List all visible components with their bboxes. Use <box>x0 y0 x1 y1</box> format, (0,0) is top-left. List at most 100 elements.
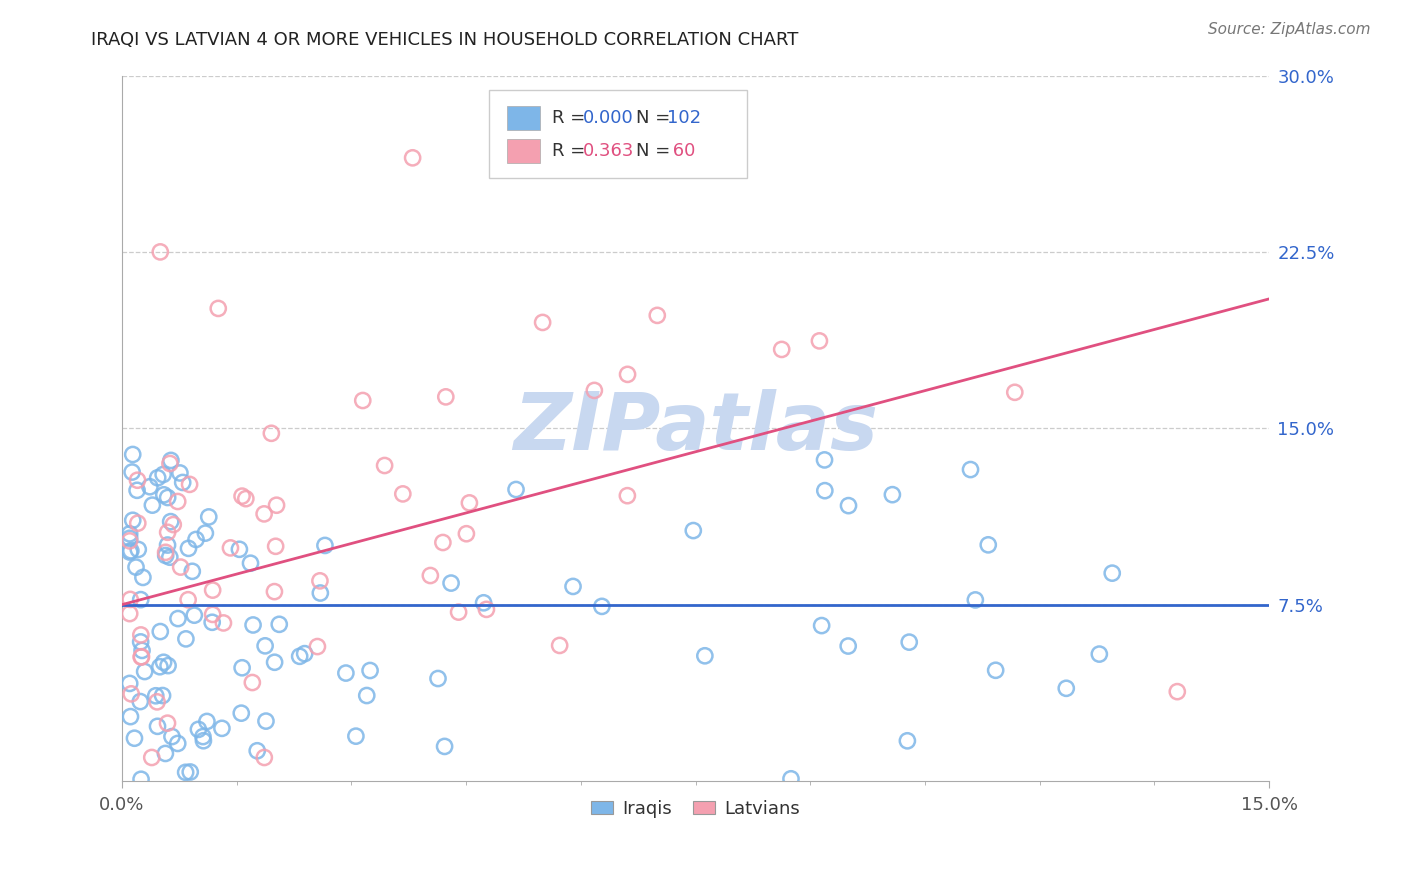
Point <box>191 730 214 744</box>
Point <box>156 716 179 731</box>
Point <box>212 615 235 630</box>
Point <box>156 491 179 505</box>
Point <box>177 592 200 607</box>
Point <box>433 739 456 754</box>
Point <box>174 632 197 646</box>
Point <box>419 568 441 582</box>
Point <box>548 639 571 653</box>
Point <box>392 487 415 501</box>
Point <box>837 639 859 653</box>
Point <box>120 709 142 723</box>
Point <box>808 334 831 348</box>
Point <box>254 714 277 728</box>
Point <box>159 550 181 565</box>
Point <box>456 526 478 541</box>
Point <box>145 689 167 703</box>
Point <box>156 525 179 540</box>
Point <box>118 607 141 621</box>
Point <box>531 315 554 329</box>
Point <box>616 368 638 382</box>
Point <box>211 722 233 736</box>
Text: Source: ZipAtlas.com: Source: ZipAtlas.com <box>1208 22 1371 37</box>
Point <box>447 605 470 619</box>
Point <box>146 471 169 485</box>
Point <box>231 706 253 721</box>
Point <box>591 599 613 614</box>
Point <box>118 545 141 559</box>
Point <box>193 733 215 747</box>
Point <box>179 764 201 779</box>
Point <box>118 676 141 690</box>
Point <box>427 672 450 686</box>
Point <box>253 507 276 521</box>
Point <box>124 731 146 746</box>
Point <box>294 647 316 661</box>
Point <box>139 480 162 494</box>
Point <box>149 244 172 259</box>
Point <box>231 661 253 675</box>
Point <box>129 772 152 787</box>
Point <box>120 592 142 607</box>
Point <box>770 343 793 357</box>
Point <box>121 448 143 462</box>
Point <box>240 675 263 690</box>
Point <box>127 483 149 498</box>
Point <box>374 458 396 473</box>
Point <box>494 115 516 129</box>
Point <box>201 607 224 622</box>
Point <box>682 524 704 538</box>
Point <box>149 659 172 673</box>
Point <box>162 517 184 532</box>
Point <box>780 772 803 786</box>
Point <box>181 564 204 578</box>
Point <box>1088 647 1111 661</box>
FancyBboxPatch shape <box>508 106 540 130</box>
Point <box>693 648 716 663</box>
Point <box>458 496 481 510</box>
Point <box>562 579 585 593</box>
Point <box>269 617 291 632</box>
Point <box>197 510 219 524</box>
Point <box>125 560 148 574</box>
Point <box>813 453 835 467</box>
Point <box>307 640 329 654</box>
Text: R =: R = <box>553 109 591 127</box>
Point <box>129 635 152 649</box>
Point <box>131 643 153 657</box>
Point <box>335 666 357 681</box>
Point <box>263 655 285 669</box>
Point <box>475 602 498 616</box>
Point <box>645 309 668 323</box>
Point <box>231 489 253 503</box>
Point <box>146 719 169 733</box>
Point <box>127 473 149 487</box>
Point <box>157 658 180 673</box>
Point <box>141 498 163 512</box>
Point <box>155 549 177 563</box>
Point <box>977 538 1000 552</box>
Point <box>201 615 224 630</box>
Point <box>253 750 276 764</box>
Point <box>177 541 200 556</box>
Point <box>228 542 250 557</box>
Point <box>246 744 269 758</box>
Point <box>149 624 172 639</box>
Point <box>152 655 174 669</box>
Point <box>118 526 141 541</box>
Text: IRAQI VS LATVIAN 4 OR MORE VEHICLES IN HOUSEHOLD CORRELATION CHART: IRAQI VS LATVIAN 4 OR MORE VEHICLES IN H… <box>91 31 799 49</box>
Point <box>184 533 207 547</box>
Point <box>179 477 201 491</box>
Text: 0.000: 0.000 <box>583 109 634 127</box>
Point <box>882 488 904 502</box>
Point <box>1054 681 1077 696</box>
Point <box>288 649 311 664</box>
Point <box>160 730 183 744</box>
Point <box>1166 684 1188 698</box>
Point <box>159 515 181 529</box>
Point <box>440 576 463 591</box>
Point <box>121 465 143 479</box>
Point <box>166 736 188 750</box>
Text: 0.363: 0.363 <box>583 142 634 160</box>
Point <box>195 714 218 729</box>
Point <box>959 462 981 476</box>
